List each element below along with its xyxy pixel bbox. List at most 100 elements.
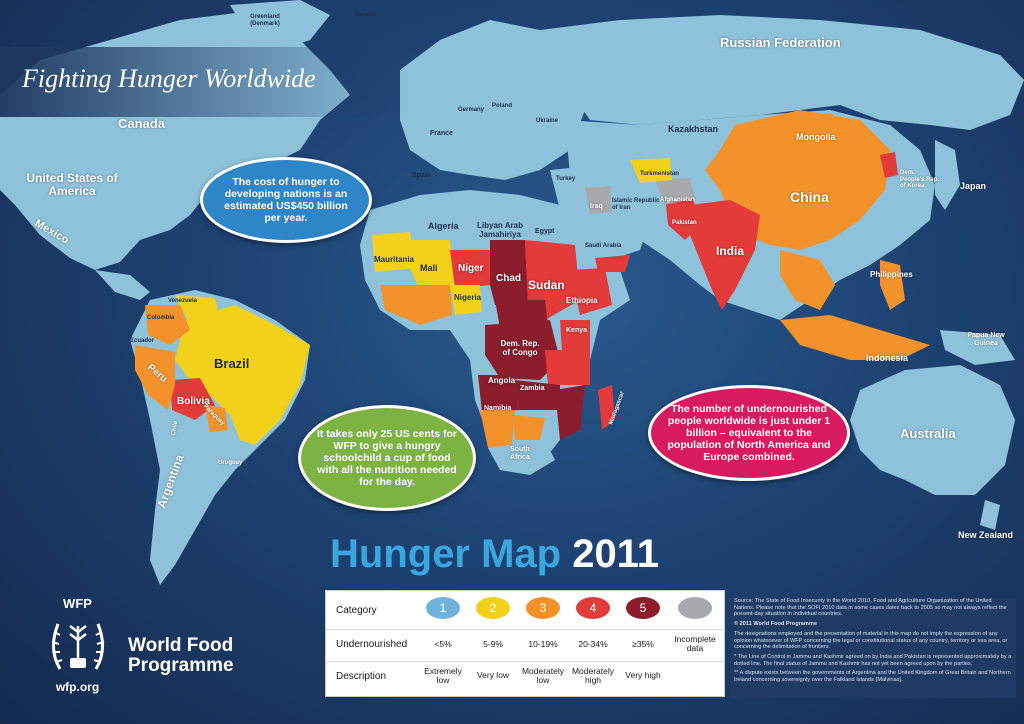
label-mauritania: Mauritania — [374, 255, 415, 264]
land-angola — [478, 375, 518, 412]
label-turkmenistan: Turkmenistan — [640, 171, 679, 177]
land-mozambique — [555, 385, 585, 440]
label-afghanistan: Afghanistan — [660, 197, 695, 203]
label-egypt: Egypt — [535, 228, 555, 235]
land-indonesia — [780, 315, 930, 360]
legend-undernourished-4: 20-34% — [578, 639, 608, 649]
label-indonesia: Indonesia — [866, 353, 909, 363]
legend-category-5: 5 — [626, 597, 660, 619]
land-west-africa — [380, 285, 452, 325]
land-mali — [410, 240, 455, 290]
label-ethiopia: Ethiopia — [566, 296, 598, 305]
label-kazakhstan: Kazakhstan — [668, 124, 719, 134]
label-niger: Niger — [458, 263, 484, 274]
map-title-text: Hunger Map — [330, 532, 562, 576]
land-brazil — [175, 305, 310, 445]
legend-undernourished-5: ≥35% — [632, 639, 654, 649]
label-chad: Chad — [496, 273, 521, 284]
label-bolivia: Bolivia — [177, 396, 210, 407]
legend-row-label-category: Category — [336, 605, 377, 616]
legend-undernourished-1: <5% — [434, 639, 452, 649]
land-yemen — [595, 255, 630, 272]
wfp-name-line2: Programme — [128, 654, 234, 676]
label-iraq: Iraq — [590, 203, 603, 210]
note-kashmir: * The Line of Control in Jammu and Kashm… — [734, 653, 1012, 667]
legend-row-label-undernourished: Undernourished — [336, 639, 408, 650]
label-colombia: Colombia — [147, 315, 175, 321]
legend-undernourished-3: 10-19% — [528, 639, 558, 649]
fact-cost-text: The cost of hunger to developing nations… — [224, 175, 348, 225]
land-paraguay — [205, 405, 228, 432]
label-mali: Mali — [420, 263, 438, 273]
label-canada: Canada — [118, 116, 165, 131]
legend-description-2: Very low — [476, 670, 510, 680]
land-nigeria — [450, 285, 482, 315]
land-ethiopia — [570, 268, 612, 315]
label-pakistan: Pakistan — [672, 220, 697, 226]
label-germany: Germany — [458, 107, 485, 113]
legend-category-1: 1 — [426, 597, 460, 619]
land-mauritania — [372, 232, 415, 272]
label-ecuador: Ecuador — [130, 338, 155, 344]
land-greenland — [230, 0, 330, 50]
label-mongolia: Mongolia — [796, 132, 836, 142]
land-india — [690, 200, 760, 310]
land-niger — [450, 250, 492, 288]
fact-bubble-billion: The number of undernourished people worl… — [648, 385, 850, 481]
land-korea — [880, 152, 898, 178]
legend-row-label-description: Description — [336, 671, 387, 682]
label-greenland: Greenland (Denmark) — [250, 14, 280, 27]
land-southafrica — [488, 440, 555, 475]
fact-bubble-cents: It takes only 25 US cents for WFP to giv… — [298, 405, 476, 511]
label-china: China — [790, 189, 829, 205]
land-png — [940, 330, 1015, 365]
land-philippines — [880, 260, 905, 310]
land-nz — [980, 500, 1000, 530]
legend-category-incomplete — [678, 597, 712, 619]
land-japan — [935, 140, 960, 210]
source-notes: Source: The State of Food Insecurity in … — [730, 598, 1016, 698]
land-car — [495, 300, 548, 328]
label-nigeria: Nigeria — [454, 293, 482, 302]
label-namibia: Namibia — [484, 405, 512, 412]
land-kenya — [560, 320, 590, 352]
map-title: Hunger Map 2011 — [330, 532, 659, 577]
land-botswana — [513, 415, 545, 440]
label-spain: Spain — [412, 172, 432, 179]
label-nz: New Zealand — [958, 530, 1014, 540]
land-chad — [490, 240, 528, 305]
land-mongolia — [770, 113, 855, 150]
label-iran: Islamic Republic of Iran — [612, 198, 660, 211]
land-venezuela — [175, 295, 220, 325]
land-drc — [485, 320, 560, 380]
legend-description-5: Very high — [625, 670, 661, 680]
land-madagascar — [598, 385, 615, 430]
land-colombia — [145, 305, 190, 345]
land-europe — [400, 20, 585, 180]
wfp-name-line1: World Food — [128, 635, 234, 656]
land-turkmenistan — [630, 158, 672, 183]
label-russia: Russian Federation — [720, 35, 841, 50]
legend-description-3: Moderately low — [521, 666, 565, 686]
label-algeria: Algeria — [428, 221, 459, 231]
fact-billion-text: The number of undernourished people worl… — [667, 402, 831, 464]
fact-cents-text: It takes only 25 US cents for WFP to giv… — [316, 427, 458, 489]
note-designations: The designations employed and the presen… — [734, 630, 1008, 651]
note-source: Source: The State of Food Insecurity in … — [734, 598, 1007, 618]
label-philippines: Philippines — [870, 270, 913, 279]
land-iraq — [585, 186, 612, 214]
land-australia — [850, 365, 1015, 495]
legend-category-3: 3 — [526, 597, 560, 619]
page-title: Fighting Hunger Worldwide — [22, 64, 316, 93]
label-png: Papua New Guinea — [967, 332, 1005, 347]
label-korea: Dem. People's Rep. of Korea — [900, 170, 940, 190]
legend-undernourished-2: 5-9% — [483, 639, 503, 649]
land-central-america — [95, 270, 150, 300]
land-russia — [540, 15, 1024, 130]
label-libya: Libyan Arab Jamahiriya — [477, 221, 523, 239]
label-france: France — [430, 130, 453, 137]
map-title-year: 2011 — [572, 532, 660, 576]
legend-divider — [326, 629, 724, 630]
